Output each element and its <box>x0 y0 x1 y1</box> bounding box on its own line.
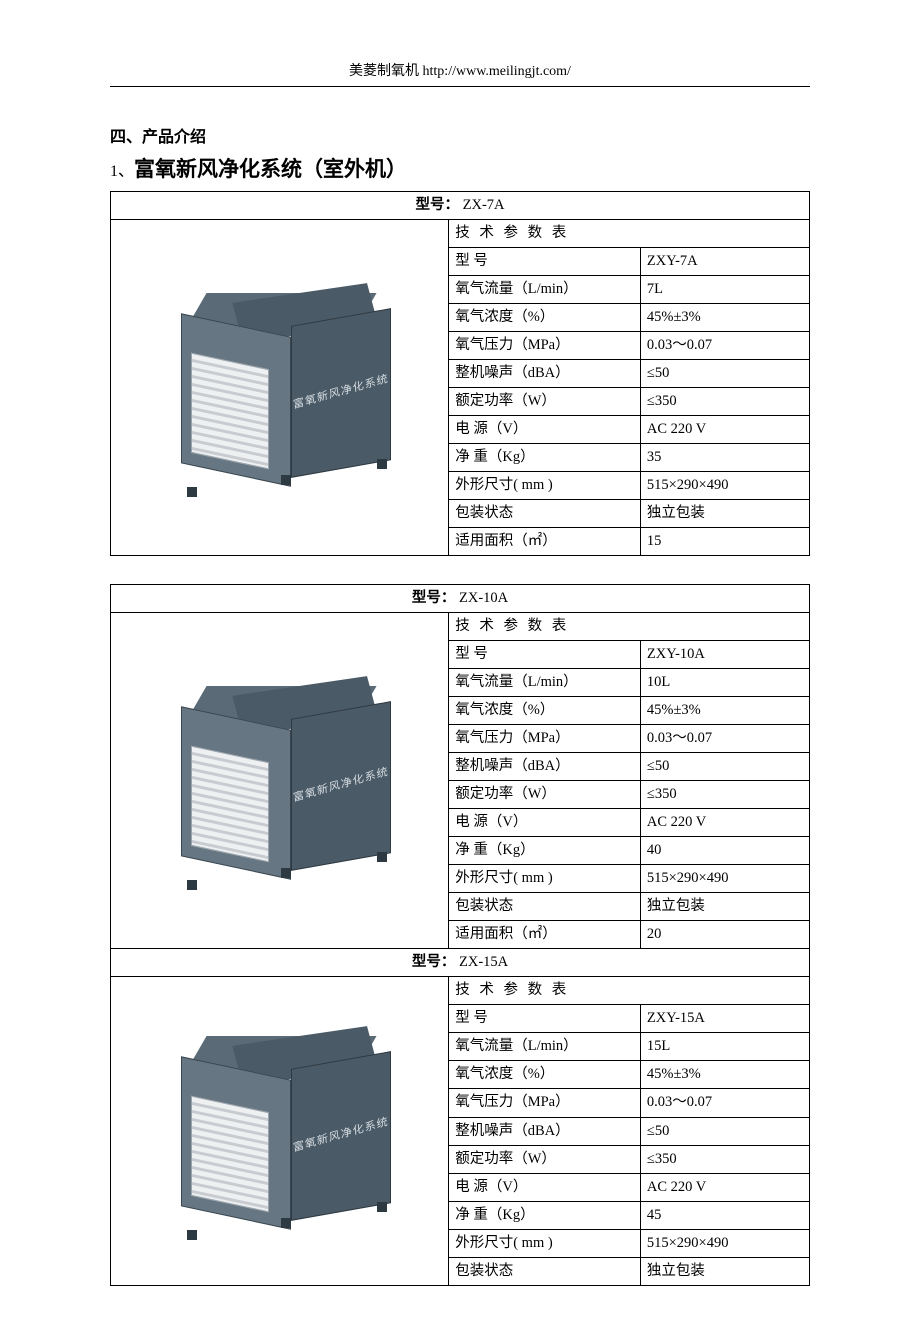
machine-icon: 富氧新风净化系统 <box>165 676 395 886</box>
machine-icon: 富氧新风净化系统 <box>165 1026 395 1236</box>
subsection-text: 富氧新风净化系统（室外机） <box>134 157 407 181</box>
spec-value: 独立包装 <box>640 1257 809 1285</box>
spec-value: ZXY-10A <box>640 641 809 669</box>
spec-value: ZXY-15A <box>640 1005 809 1033</box>
spec-title: 技 术 参 数 表 <box>449 977 810 1005</box>
spec-label: 净 重（Kg） <box>449 837 641 865</box>
spec-label: 氧气压力（MPa） <box>449 1089 641 1117</box>
model-header: 型号： ZX-7A <box>111 192 810 220</box>
spec-label: 额定功率（W） <box>449 781 641 809</box>
subsection-num: 1、 <box>110 163 134 180</box>
spec-label: 包装状态 <box>449 893 641 921</box>
spec-label: 型 号 <box>449 641 641 669</box>
product-image: 富氧新风净化系统 <box>111 613 449 949</box>
spec-label: 型 号 <box>449 248 641 276</box>
spec-value: AC 220 V <box>640 809 809 837</box>
spec-value: ≤350 <box>640 388 809 416</box>
spec-label: 氧气浓度（%） <box>449 697 641 725</box>
spec-label: 包装状态 <box>449 500 641 528</box>
spec-label: 氧气流量（L/min） <box>449 1033 641 1061</box>
spec-value: 515×290×490 <box>640 865 809 893</box>
spec-label: 适用面积（㎡） <box>449 921 641 949</box>
spec-value: 20 <box>640 921 809 949</box>
spec-value: 独立包装 <box>640 893 809 921</box>
spec-label: 整机噪声（dBA） <box>449 753 641 781</box>
spec-label: 外形尺寸( mm ) <box>449 865 641 893</box>
spec-label: 额定功率（W） <box>449 1145 641 1173</box>
spec-value: 45 <box>640 1201 809 1229</box>
spec-label: 净 重（Kg） <box>449 1201 641 1229</box>
model-header: 型号： ZX-10A <box>111 585 810 613</box>
spec-label: 额定功率（W） <box>449 388 641 416</box>
model-header: 型号： ZX-15A <box>111 949 810 977</box>
spec-value: AC 220 V <box>640 416 809 444</box>
header-underline <box>110 86 810 87</box>
spec-title: 技 术 参 数 表 <box>449 613 810 641</box>
spec-value: 0.03～0.07 <box>640 1089 809 1117</box>
spec-title: 技 术 参 数 表 <box>449 220 810 248</box>
spec-label: 外形尺寸( mm ) <box>449 472 641 500</box>
spec-label: 型 号 <box>449 1005 641 1033</box>
spec-label: 氧气流量（L/min） <box>449 276 641 304</box>
spec-value: 0.03～0.07 <box>640 725 809 753</box>
spec-value: ≤350 <box>640 781 809 809</box>
spec-label: 氧气浓度（%） <box>449 1061 641 1089</box>
spec-value: 515×290×490 <box>640 472 809 500</box>
spec-label: 电 源（V） <box>449 809 641 837</box>
spec-label: 氧气流量（L/min） <box>449 669 641 697</box>
subsection-title: 1、富氧新风净化系统（室外机） <box>110 153 810 183</box>
spec-value: ≤350 <box>640 1145 809 1173</box>
section-label: 四、产品介绍 <box>110 123 810 147</box>
product-table-zx10a-zx15a: 型号： ZX-10A 富氧新风净化系统 技 术 参 数 表 型 号ZXY-10A… <box>110 584 810 1285</box>
product-image: 富氧新风净化系统 <box>111 977 449 1285</box>
spec-value: 40 <box>640 837 809 865</box>
page-header: 美菱制氧机 http://www.meilingjt.com/ <box>110 60 810 80</box>
spec-value: 独立包装 <box>640 500 809 528</box>
spec-value: 15L <box>640 1033 809 1061</box>
spec-label: 整机噪声（dBA） <box>449 1117 641 1145</box>
spec-value: AC 220 V <box>640 1173 809 1201</box>
spec-label: 氧气压力（MPa） <box>449 725 641 753</box>
spec-value: ≤50 <box>640 1117 809 1145</box>
spec-value: ≤50 <box>640 360 809 388</box>
spec-value: ≤50 <box>640 753 809 781</box>
product-image: 富氧新风净化系统 <box>111 220 449 556</box>
spec-value: ZXY-7A <box>640 248 809 276</box>
spec-value: 7L <box>640 276 809 304</box>
spec-label: 整机噪声（dBA） <box>449 360 641 388</box>
spec-label: 净 重（Kg） <box>449 444 641 472</box>
spec-value: 515×290×490 <box>640 1229 809 1257</box>
product-table-zx7a: 型号： ZX-7A 富氧新风净化系统 技 术 参 数 表 型 号ZXY-7A 氧… <box>110 191 810 556</box>
spec-value: 15 <box>640 528 809 556</box>
machine-icon: 富氧新风净化系统 <box>165 283 395 493</box>
spec-label: 外形尺寸( mm ) <box>449 1229 641 1257</box>
spec-label: 氧气浓度（%） <box>449 304 641 332</box>
spec-value: 45%±3% <box>640 697 809 725</box>
spec-label: 适用面积（㎡） <box>449 528 641 556</box>
spec-value: 0.03～0.07 <box>640 332 809 360</box>
spec-value: 35 <box>640 444 809 472</box>
spec-label: 电 源（V） <box>449 416 641 444</box>
spec-value: 10L <box>640 669 809 697</box>
spec-value: 45%±3% <box>640 1061 809 1089</box>
spec-label: 电 源（V） <box>449 1173 641 1201</box>
spec-label: 包装状态 <box>449 1257 641 1285</box>
spec-label: 氧气压力（MPa） <box>449 332 641 360</box>
spec-value: 45%±3% <box>640 304 809 332</box>
